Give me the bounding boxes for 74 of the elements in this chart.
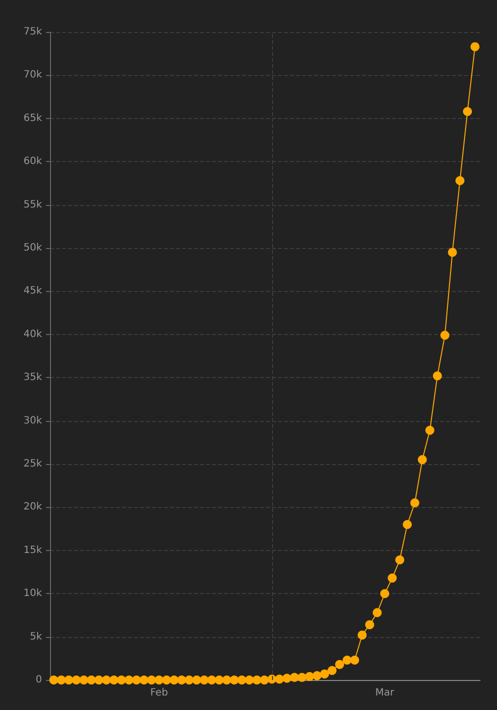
point xyxy=(132,676,141,684)
point xyxy=(388,574,397,583)
point xyxy=(372,608,382,618)
point xyxy=(432,371,442,380)
point xyxy=(49,676,58,684)
point xyxy=(140,676,149,684)
point xyxy=(214,676,224,684)
point xyxy=(207,676,216,684)
point xyxy=(154,676,164,684)
point xyxy=(418,455,427,464)
y-tick-label: 25k xyxy=(23,458,42,470)
point xyxy=(170,676,179,684)
point xyxy=(365,620,374,630)
point xyxy=(64,676,74,684)
point xyxy=(297,672,306,682)
point xyxy=(410,498,420,508)
point xyxy=(440,330,450,340)
point xyxy=(335,660,344,669)
point xyxy=(260,676,269,684)
point xyxy=(116,676,126,684)
point xyxy=(79,676,88,684)
y-tick-label: 55k xyxy=(23,199,42,210)
point xyxy=(72,676,81,684)
point xyxy=(244,676,254,684)
point xyxy=(282,674,292,683)
point xyxy=(230,676,239,684)
y-tick-label: 40k xyxy=(23,328,42,340)
point xyxy=(470,42,480,52)
point xyxy=(380,589,390,598)
y-tick-label: 30k xyxy=(23,415,42,426)
point xyxy=(162,676,172,684)
point xyxy=(86,676,96,684)
point xyxy=(192,676,202,684)
x-tick-label: Mar xyxy=(375,688,396,698)
y-tick-label: 65k xyxy=(23,112,42,124)
point xyxy=(274,674,284,684)
point xyxy=(350,656,360,665)
point xyxy=(425,426,434,435)
point xyxy=(395,555,404,564)
y-tick-label: 60k xyxy=(23,156,42,168)
point xyxy=(56,676,66,684)
point xyxy=(312,671,322,680)
point xyxy=(342,656,352,665)
point xyxy=(320,669,330,678)
point xyxy=(462,106,472,116)
point xyxy=(328,666,337,675)
y-tick-label: 0 xyxy=(36,674,42,686)
point xyxy=(109,676,118,684)
point xyxy=(102,676,111,684)
point xyxy=(237,676,246,684)
y-tick-label: 35k xyxy=(23,372,42,384)
y-tick-label: 70k xyxy=(23,70,42,81)
y-tick-label: 50k xyxy=(23,242,42,254)
y-tick-label: 5k xyxy=(30,631,42,642)
point xyxy=(402,520,412,529)
point xyxy=(200,676,209,684)
point xyxy=(94,676,104,684)
point xyxy=(290,672,299,682)
x-tick-label: Feb xyxy=(150,688,168,698)
point xyxy=(184,676,194,684)
y-tick-label: 15k xyxy=(23,544,42,556)
point xyxy=(124,676,134,684)
point xyxy=(305,672,314,682)
point xyxy=(448,248,457,257)
y-tick-label: 75k xyxy=(23,26,42,38)
y-tick-label: 10k xyxy=(23,588,42,600)
point xyxy=(177,676,186,684)
y-tick-label: 20k xyxy=(23,502,42,513)
point xyxy=(358,630,367,640)
point xyxy=(252,676,262,684)
point xyxy=(147,676,156,684)
point xyxy=(222,676,232,684)
y-tick-label: 45k xyxy=(23,286,42,297)
point xyxy=(455,176,464,186)
